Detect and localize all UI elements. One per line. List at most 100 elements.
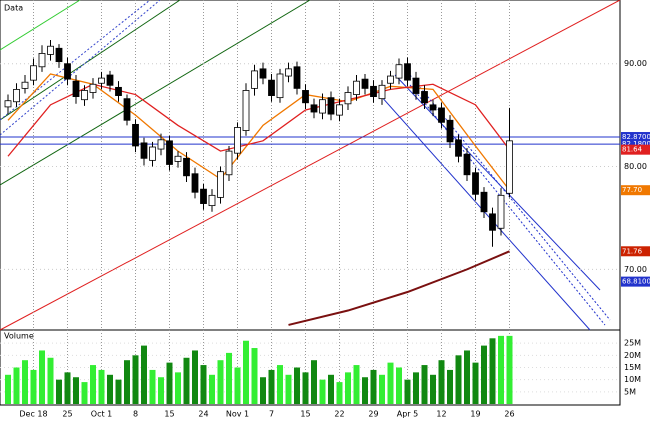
y-tick-label: 70.00 [624, 265, 647, 274]
candle-body [174, 155, 182, 162]
candle-body [157, 139, 165, 150]
candle-body [285, 68, 292, 77]
volume-bar [30, 369, 37, 404]
x-tick-label: 15 [300, 410, 310, 419]
volume-bar [39, 350, 45, 404]
volume-bar [56, 379, 62, 404]
candle-body [429, 104, 437, 111]
volume-bar [345, 372, 351, 404]
candle-body [336, 104, 343, 116]
volume-bar [47, 357, 54, 404]
volume-bar [481, 345, 487, 404]
volume-bar [370, 369, 377, 404]
candle-body [115, 86, 122, 96]
volume-bar [396, 367, 402, 404]
volume-bar [64, 372, 71, 404]
moving-average [288, 250, 510, 326]
volume-bar [430, 374, 436, 404]
candle-body [251, 70, 258, 89]
x-tick-label: 26 [504, 410, 514, 419]
trendline [394, 74, 601, 291]
candle-body [293, 66, 301, 89]
volume-bar [260, 377, 266, 404]
candle-body [319, 99, 326, 114]
volume-bar [336, 382, 343, 404]
x-tick-label: 22 [334, 410, 344, 419]
candle-body [217, 171, 224, 198]
trendline [379, 94, 591, 331]
volume-bar [328, 374, 334, 404]
candle-body [480, 191, 488, 213]
trendline [409, 84, 606, 326]
candle-body [387, 75, 394, 84]
volume-bar [107, 374, 113, 404]
volume-bar [175, 372, 181, 404]
trendline [0, 0, 181, 121]
volume-bar [311, 360, 317, 404]
price-label: 81.64 [622, 146, 643, 154]
candle-body [55, 47, 63, 63]
x-tick-label: Dec 18 [19, 410, 47, 419]
volume-bar [81, 382, 88, 404]
x-tick-label: 8 [133, 410, 138, 419]
candle-body [276, 73, 284, 99]
candle-body [89, 83, 97, 93]
candle-body [242, 90, 250, 131]
volume-bar [285, 374, 292, 404]
y-tick-label: 5M [624, 387, 636, 396]
y-tick-label: 90.00 [624, 59, 647, 68]
candle-body [446, 119, 454, 143]
x-tick-label: 7 [269, 410, 274, 419]
candle-body [200, 188, 207, 204]
volume-bar [234, 367, 241, 404]
volume-bar [217, 360, 224, 404]
candle-body [21, 81, 29, 89]
y-tick-label: 20M [624, 351, 641, 360]
price-label-box [621, 185, 650, 196]
candle-body [132, 123, 139, 147]
trendline [0, 0, 621, 331]
price-label-box [621, 246, 650, 257]
candle-body [183, 157, 190, 177]
volume-bar [498, 335, 504, 404]
candle-body [489, 213, 496, 231]
candle-body [310, 104, 318, 113]
volume-bar [90, 365, 96, 404]
trendlines [0, 0, 621, 331]
price-label: 82.8700 [622, 133, 650, 141]
volume-bar [149, 369, 156, 404]
candle-body [225, 150, 233, 176]
x-tick-label: 19 [470, 410, 480, 419]
candle-body [98, 77, 105, 84]
volume-bar [294, 367, 300, 404]
trendline [0, 0, 311, 186]
volume-bar [489, 338, 496, 404]
candle-body [149, 146, 156, 161]
trendline [0, 0, 81, 51]
volume-bar [506, 335, 513, 404]
candle-body [361, 78, 369, 89]
candle-body [455, 139, 462, 157]
volume-bar [472, 362, 479, 404]
chart-title: Data [4, 4, 23, 13]
candle-body [353, 80, 360, 95]
price-label: 71.76 [622, 247, 643, 255]
volume-bar [302, 372, 309, 404]
candle-body [166, 140, 173, 165]
candle-body [72, 80, 80, 98]
volume-bar [200, 365, 207, 404]
candle-body [327, 97, 335, 115]
candle-body [47, 45, 54, 55]
candle-body [463, 153, 471, 176]
price-label-box [621, 276, 650, 287]
price-label: 77.70 [622, 186, 642, 194]
volume-bar [421, 365, 428, 404]
volume-bar [209, 374, 215, 404]
x-tick-label: 25 [62, 410, 72, 419]
volume-bar [277, 365, 283, 404]
candle-body [191, 173, 199, 193]
volume-bar [5, 374, 11, 404]
candle-body [208, 194, 216, 207]
volume-bar [115, 379, 122, 404]
x-tick-label: 12 [436, 410, 446, 419]
